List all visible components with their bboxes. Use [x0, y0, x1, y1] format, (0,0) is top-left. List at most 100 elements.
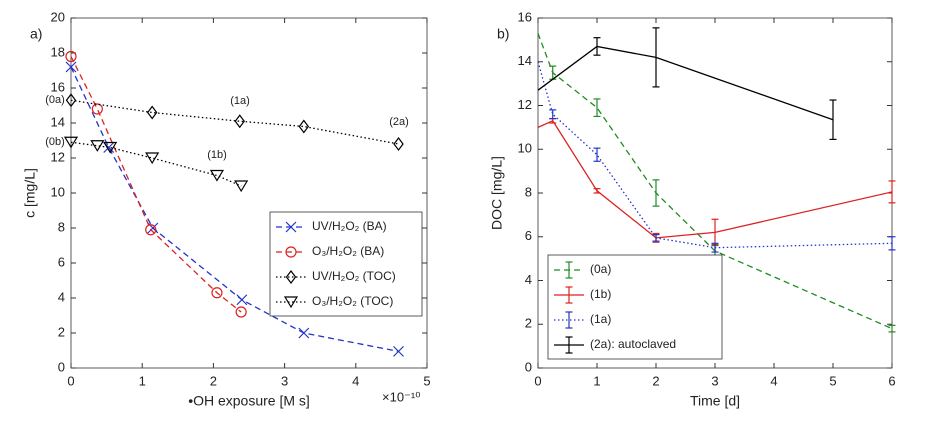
- marker: [283, 296, 299, 309]
- y-tick-label: 16: [51, 79, 65, 94]
- marker: [145, 152, 160, 165]
- legend-frame: [547, 254, 723, 360]
- marker: [63, 136, 79, 149]
- marker-shape: [235, 306, 247, 318]
- y-tick-label: 8: [525, 184, 532, 199]
- series-line: [70, 66, 399, 353]
- marker-shape: [234, 180, 249, 193]
- series-line: [537, 61, 893, 249]
- error-bar: [593, 147, 601, 162]
- marker-shape: [211, 287, 223, 299]
- marker-shape: [103, 141, 118, 154]
- x-tick-label: 5: [423, 373, 430, 388]
- y-tick-label: 16: [518, 9, 532, 24]
- x-tick-label: 1: [593, 373, 600, 388]
- marker: [234, 114, 245, 129]
- error-bar: [565, 261, 573, 279]
- panel-label: a): [30, 26, 42, 42]
- legend-entry: UV/H₂O₂ (BA): [276, 219, 387, 233]
- error-bar: [593, 98, 601, 118]
- legend-entry: (2a): autoclaved: [554, 336, 676, 354]
- y-tick-label: 2: [58, 324, 65, 339]
- marker-shape: [65, 50, 77, 63]
- marker-stroke: [147, 222, 159, 234]
- marker-shape: [285, 246, 297, 258]
- marker: [145, 224, 157, 236]
- panel-label: b): [497, 26, 509, 42]
- error-bar: [565, 336, 573, 354]
- error-bar: [888, 236, 896, 251]
- marker-shape: [285, 270, 297, 284]
- annotation: (0b): [45, 136, 65, 148]
- legend-label: O₃/H₂O₂ (TOC): [312, 294, 393, 308]
- marker: [91, 103, 103, 115]
- marker: [285, 270, 297, 284]
- legend-label: UV/H₂O₂ (BA): [312, 219, 387, 233]
- marker-shape: [393, 137, 404, 151]
- marker: [65, 93, 77, 108]
- legend-label: UV/H₂O₂ (TOC): [312, 269, 396, 283]
- y-tick-label: 14: [518, 53, 532, 68]
- legend-entry: O₃/H₂O₂ (BA): [276, 244, 384, 258]
- marker: [235, 306, 247, 318]
- y-axis-label: DOC [mg/L]: [489, 156, 505, 230]
- legend-label: (1a): [590, 312, 611, 326]
- marker: [234, 180, 249, 193]
- marker-stroke: [285, 221, 297, 233]
- y-tick-label: 0: [525, 359, 532, 374]
- y-tick-label: 18: [51, 44, 65, 59]
- y-tick-label: 4: [58, 289, 65, 304]
- marker-shape: [90, 140, 105, 152]
- x-tick-label: 4: [770, 373, 777, 388]
- error-bar: [652, 233, 660, 242]
- y-tick-label: 14: [51, 114, 65, 129]
- annotation: (1b): [207, 149, 227, 161]
- legend-entry: (1a): [554, 311, 611, 329]
- series-line: [70, 141, 242, 187]
- y-tick-label: 6: [525, 228, 532, 243]
- y-tick-label: 0: [58, 359, 65, 374]
- y-tick-label: 8: [58, 219, 65, 234]
- marker-stroke: [298, 327, 310, 339]
- y-tick-label: 2: [525, 316, 532, 331]
- error-bar: [829, 99, 837, 141]
- marker-stroke: [103, 142, 115, 153]
- error-bar: [711, 242, 719, 253]
- error-bar: [593, 37, 601, 56]
- error-bar: [593, 188, 601, 194]
- legend-entry: UV/H₂O₂ (TOC): [276, 269, 396, 284]
- marker: [298, 119, 310, 134]
- marker-shape: [145, 152, 160, 165]
- annotation: (2a): [389, 116, 409, 128]
- series-line: [537, 119, 893, 239]
- x-tick-label: 3: [711, 373, 718, 388]
- x-tick-label: 2: [652, 373, 659, 388]
- error-bar: [565, 311, 573, 329]
- marker: [65, 50, 77, 63]
- marker: [65, 61, 77, 73]
- marker: [393, 137, 404, 151]
- marker: [146, 105, 158, 120]
- y-tick-label: 4: [525, 272, 532, 287]
- marker-stroke: [236, 294, 248, 306]
- x-tick-label: 1: [139, 373, 146, 388]
- marker-shape: [65, 93, 77, 108]
- legend-label: (2a): autoclaved: [590, 337, 676, 351]
- marker-stroke: [65, 61, 77, 73]
- marker: [211, 287, 223, 299]
- x-tick-label: 0: [67, 373, 74, 388]
- x-tick-label: 4: [352, 373, 359, 388]
- series-line: [70, 56, 242, 313]
- annotation: (1a): [230, 95, 250, 107]
- y-tick-label: 20: [51, 9, 65, 24]
- series-line: [537, 45, 834, 121]
- y-tick-label: 12: [518, 97, 532, 112]
- y-tick-label: 6: [58, 254, 65, 269]
- x-tick-label: 0: [534, 373, 541, 388]
- y-tick-label: 10: [51, 184, 65, 199]
- legend-label: (1b): [590, 287, 611, 301]
- marker-shape: [283, 296, 299, 309]
- y-tick-label: 12: [51, 149, 65, 164]
